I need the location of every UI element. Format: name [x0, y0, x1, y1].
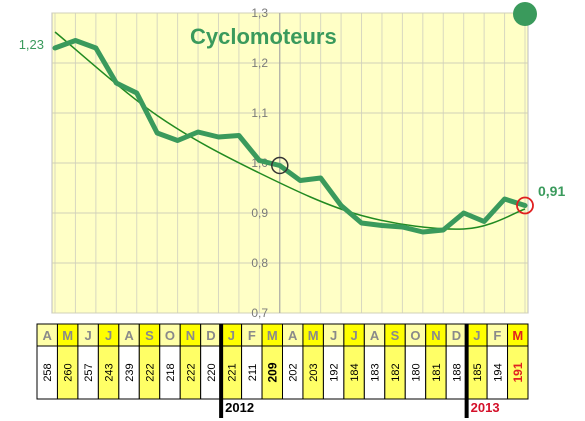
- month-label: D: [452, 328, 461, 343]
- y-tick-label: 0,8: [251, 256, 268, 270]
- year-label: 2013: [471, 400, 500, 415]
- count-label: 185: [472, 363, 484, 381]
- month-label: D: [206, 328, 215, 343]
- count-label: 260: [63, 363, 75, 381]
- y-tick-label: 0,7: [251, 306, 268, 320]
- month-label: F: [248, 328, 256, 343]
- month-label: O: [165, 328, 175, 343]
- chart-title: Cyclomoteurs: [190, 24, 337, 49]
- month-label: A: [43, 328, 53, 343]
- month-label: S: [145, 328, 154, 343]
- count-label: 222: [145, 363, 157, 381]
- count-label: 184: [349, 363, 361, 381]
- count-label: 220: [206, 363, 218, 381]
- month-label: N: [186, 328, 195, 343]
- trend-curve: [54, 31, 526, 230]
- month-label: F: [493, 328, 501, 343]
- count-label: 181: [431, 363, 443, 381]
- month-label: M: [62, 328, 73, 343]
- year-label: 2012: [225, 400, 254, 415]
- count-label: 222: [185, 363, 197, 381]
- start-value-label: 1,23: [19, 37, 44, 52]
- month-label: J: [105, 328, 112, 343]
- month-label: J: [330, 328, 337, 343]
- count-label: 191: [511, 362, 525, 382]
- last-point-marker: [516, 196, 534, 215]
- value-cell: [507, 345, 529, 400]
- y-tick-label: 0,9: [251, 206, 268, 220]
- y-tick-label: 1,1: [251, 106, 268, 120]
- end-value-label: 0,91: [538, 183, 565, 199]
- month-label: O: [410, 328, 420, 343]
- series-line: [52, 38, 528, 235]
- month-label: A: [288, 328, 298, 343]
- count-label: 182: [390, 363, 402, 381]
- count-label: 192: [329, 363, 341, 381]
- status-dot-icon: [513, 2, 537, 26]
- month-label: M: [512, 328, 523, 343]
- count-label: 243: [104, 363, 116, 381]
- count-label: 180: [410, 363, 422, 381]
- y-tick-label: 1,2: [251, 56, 268, 70]
- y-tick-label: 1,3: [251, 6, 268, 20]
- month-label: S: [391, 328, 400, 343]
- month-label: N: [431, 328, 440, 343]
- month-label: M: [308, 328, 319, 343]
- count-label: 188: [451, 363, 463, 381]
- count-label: 203: [308, 363, 320, 381]
- count-label: 209: [265, 362, 279, 382]
- count-label: 218: [165, 363, 177, 381]
- reference-point-marker: [271, 156, 289, 175]
- count-label: 257: [83, 363, 95, 381]
- month-label: M: [267, 328, 278, 343]
- count-label: 221: [226, 363, 238, 381]
- count-label: 202: [288, 363, 300, 381]
- month-label: J: [85, 328, 92, 343]
- count-label: 211: [247, 364, 259, 382]
- month-label: A: [124, 328, 134, 343]
- month-label: J: [473, 328, 480, 343]
- month-label: J: [228, 328, 235, 343]
- count-label: 239: [124, 363, 136, 381]
- count-label: 183: [370, 363, 382, 381]
- month-label: A: [370, 328, 380, 343]
- count-label: 258: [42, 363, 54, 381]
- count-label: 194: [492, 363, 504, 381]
- month-label: J: [350, 328, 357, 343]
